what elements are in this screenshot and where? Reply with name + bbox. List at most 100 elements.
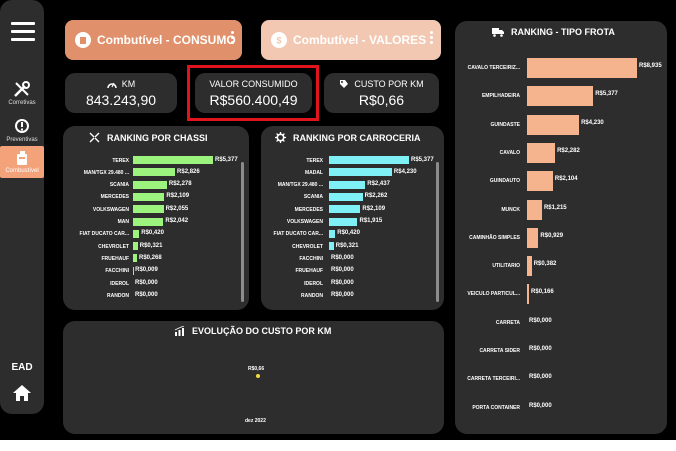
bar-label: CARRETA SIDER <box>479 348 520 354</box>
highlight-box <box>187 65 319 121</box>
bar-label: CARRETA <box>495 319 520 326</box>
bar-label: VOLKSWAGEN <box>286 219 323 225</box>
panel-title: EVOLUÇÃO DO CUSTO POR KM <box>174 326 331 336</box>
panel-title-text: EVOLUÇÃO DO CUSTO POR KM <box>192 326 332 336</box>
tab-combustivel-consumo[interactable]: Combutível - CONSUMO <box>65 20 242 60</box>
sidebar-item-combustivel[interactable]: Combustível <box>0 146 44 178</box>
bar[interactable] <box>133 156 213 164</box>
bar[interactable] <box>329 168 392 177</box>
bar-label: MAN/TGX 29.480 ... <box>83 169 129 176</box>
bar[interactable] <box>527 142 556 163</box>
bar-value-label: R$2,826 <box>177 168 200 175</box>
bar-label: GUINDASTE <box>490 121 520 128</box>
bar-label: IDEROL <box>304 280 323 287</box>
bar-value-label: R$0,382 <box>533 261 557 268</box>
home-icon[interactable] <box>12 383 32 403</box>
bar[interactable] <box>329 192 363 201</box>
data-point[interactable] <box>256 374 260 378</box>
bar[interactable] <box>133 168 176 177</box>
bar-value-label: R$2,437 <box>367 181 390 188</box>
ead-label: EAD <box>11 362 33 373</box>
bar[interactable] <box>133 217 164 226</box>
bar-value-label: R$2,042 <box>165 218 189 224</box>
panel-title-text: RANKING POR CHASSI <box>107 132 208 143</box>
sidebar-item-label: Preventivas <box>6 137 38 143</box>
tab-label: Combutível - VALORES <box>293 33 427 47</box>
bar[interactable] <box>329 180 366 189</box>
scrollbar[interactable] <box>241 162 244 302</box>
bar[interactable] <box>133 180 167 189</box>
bar-label: IDEROL <box>110 280 129 287</box>
truck-icon <box>492 28 504 37</box>
bar-value-label: R$0,420 <box>141 230 164 237</box>
bar-value-label: R$2,055 <box>165 205 189 212</box>
bar-label: RANDON <box>301 292 323 299</box>
x-axis-label: dez 2022 <box>245 418 266 424</box>
bar-value-label: R$1,915 <box>359 218 383 224</box>
bar-value-label: R$5,377 <box>215 156 238 163</box>
bar[interactable] <box>527 256 532 277</box>
bar[interactable] <box>329 229 336 238</box>
bar-label: SCANIA <box>303 194 323 201</box>
gear-icon <box>275 132 286 143</box>
bar-label: MADAL <box>304 169 323 176</box>
bar[interactable] <box>329 217 358 226</box>
bar[interactable] <box>527 86 594 107</box>
bar-label: MERCEDES <box>294 206 323 213</box>
panel-title: RANKING POR CARROCERIA <box>275 132 421 143</box>
bar[interactable] <box>329 242 334 251</box>
sidebar-item-label: Combustível <box>5 168 39 174</box>
bar[interactable] <box>329 156 409 164</box>
bar[interactable] <box>527 58 637 78</box>
bar[interactable] <box>527 171 553 192</box>
bar-value-label: R$0,000 <box>135 279 158 286</box>
sidebar-item-corretivas[interactable]: Corretivas <box>0 80 44 106</box>
bar[interactable] <box>527 199 542 220</box>
bar-value-label: R$0,268 <box>138 254 162 261</box>
more-options-icon[interactable] <box>231 31 234 46</box>
sidebar-item-preventivas[interactable]: Preventivas <box>0 117 44 143</box>
bar-label: CARRETA TERCEIRI... <box>467 376 520 383</box>
bar-label: FACCHINI <box>299 255 323 262</box>
bar-value-label: R$0,000 <box>529 346 552 352</box>
bar-value-label: R$2,282 <box>557 147 580 154</box>
bar[interactable] <box>133 205 164 214</box>
bar[interactable] <box>133 229 140 238</box>
bar[interactable] <box>133 192 165 201</box>
bar-value-label: R$5,377 <box>411 156 434 163</box>
bar-value-label: R$0,929 <box>540 232 564 239</box>
bar-label: TEREX <box>306 157 323 164</box>
bar-value-label: R$1,215 <box>543 204 567 211</box>
bar-label: FIAT DUCATO CAR... <box>273 231 323 238</box>
more-options-icon[interactable] <box>430 31 433 46</box>
bar-value-label: R$4,230 <box>393 168 417 175</box>
bar[interactable] <box>527 284 530 305</box>
sidebar-item-label: Corretivas <box>8 100 36 106</box>
bar-label: UTILITARIO <box>492 263 520 270</box>
panel-title: RANKING POR CHASSI <box>89 132 208 143</box>
scrollbar[interactable] <box>436 162 439 302</box>
bar-label: FRUEHAUF <box>101 255 130 262</box>
bar-value-label: R$8,935 <box>639 63 662 69</box>
kpi-valor-consumido: VALOR CONSUMIDO R$560.400,49 <box>195 73 312 113</box>
bar-value-label: R$0,000 <box>135 291 158 298</box>
panel-title-text: RANKING - TIPO FROTA <box>511 27 615 37</box>
bar[interactable] <box>329 205 361 214</box>
bar[interactable] <box>527 114 580 135</box>
bar-label: SCANIA <box>109 182 129 189</box>
bar-label: FACCHINI <box>105 268 129 275</box>
bar-label: MAN <box>117 219 129 225</box>
bar-value-label: R$0,000 <box>331 267 354 274</box>
bar-label: VEICULO PARTICUL... <box>467 291 520 298</box>
fuel-icon <box>17 151 27 165</box>
fuel-icon <box>75 32 91 48</box>
bar-value-label: R$0,166 <box>531 289 554 296</box>
bar-label: CHEVROLET <box>292 243 323 250</box>
bar[interactable] <box>527 227 539 248</box>
tab-combustivel-valores[interactable]: $ Combutível - VALORES <box>261 20 441 60</box>
menu-icon[interactable] <box>11 22 35 42</box>
bar-value-label: R$2,109 <box>362 205 386 212</box>
bar[interactable] <box>133 254 137 263</box>
panel-title: RANKING - TIPO FROTA <box>492 27 615 37</box>
bar[interactable] <box>133 242 138 251</box>
